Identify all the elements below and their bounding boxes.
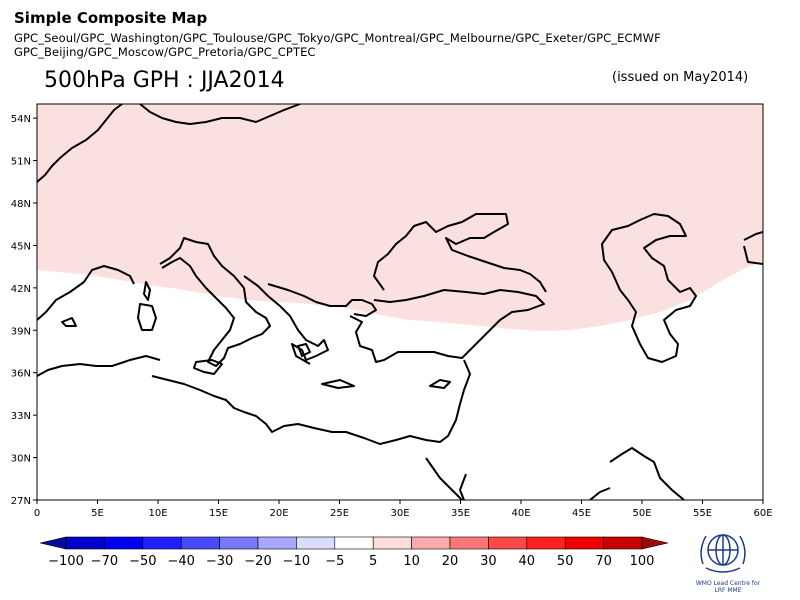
colorbar-label: 50 (557, 554, 574, 569)
logo-caption-line-2: LRF MME (714, 587, 742, 594)
colorbar-swatch (564, 536, 604, 550)
colorbar-swatch (142, 536, 182, 550)
map-subtitle: 500hPa GPH : JJA2014 (44, 68, 285, 93)
colorbar-label: −10 (283, 554, 310, 569)
colorbar-label: −40 (167, 554, 194, 569)
colorbar-label: 40 (519, 554, 536, 569)
map-title: Simple Composite Map (14, 9, 208, 27)
colorbar-label: −50 (129, 554, 156, 569)
lat-tick-label: 51N (11, 157, 31, 168)
lon-tick-label: 60E (753, 508, 772, 519)
colorbar-label: −70 (91, 554, 118, 569)
lat-tick-label: 54N (11, 114, 31, 125)
colorbar-swatch (65, 536, 105, 550)
colorbar-swatch (296, 536, 336, 550)
colorbar-arrow-right (641, 536, 669, 550)
colorbar-label: 100 (630, 554, 655, 569)
colorbar-swatch (180, 536, 220, 550)
lat-tick-label: 48N (11, 199, 31, 210)
model-list-line-2: GPC_Beijing/GPC_Moscow/GPC_Pretoria/GPC_… (14, 45, 316, 59)
issued-date: (issued on May2014) (612, 70, 749, 85)
colorbar-swatch (219, 536, 259, 550)
colorbar-label: 70 (595, 554, 612, 569)
colorbar-label: 20 (442, 554, 459, 569)
logo-caption-line-1: WMO Lead Centre for (695, 580, 761, 587)
lon-tick-label: 10E (148, 508, 167, 519)
wmo-emblem-icon (700, 534, 746, 573)
colorbar-swatch (411, 536, 451, 550)
colorbar-label: 5 (369, 554, 377, 569)
colorbar-label: −20 (244, 554, 271, 569)
lat-tick-label: 45N (11, 241, 31, 252)
colorbar-swatch (334, 536, 374, 550)
colorbar-arrow-left (39, 536, 67, 550)
colorbar-swatch (488, 536, 528, 550)
lon-tick-label: 30E (390, 508, 409, 519)
colorbar-swatch (104, 536, 144, 550)
wmo-logo: WMO Lead Centre for LRF MME (688, 524, 760, 600)
colorbar-swatch (603, 536, 643, 550)
colorbar-swatch (257, 536, 297, 550)
colorbar-swatch (372, 536, 412, 550)
colorbar-label: −5 (325, 554, 344, 569)
lon-tick-label: 20E (269, 508, 288, 519)
lon-tick-label: 15E (209, 508, 228, 519)
lon-tick-label: 45E (572, 508, 591, 519)
lon-tick-label: 0 (34, 508, 40, 519)
lat-tick-label: 33N (11, 411, 31, 422)
lon-tick-label: 50E (632, 508, 651, 519)
lon-tick-label: 5E (91, 508, 104, 519)
lat-tick-label: 39N (11, 326, 31, 337)
coastlines (37, 104, 763, 500)
lon-tick-label: 55E (693, 508, 712, 519)
colorbar-label: −100 (48, 554, 84, 569)
longitude-axis: 0 5E 10E 15E 20E 25E 30E 35E 40E 45E 50E 55E 60E (34, 500, 773, 519)
colorbar-label: −30 (206, 554, 233, 569)
colorbar-label: 30 (480, 554, 497, 569)
colorbar-swatch (526, 536, 566, 550)
colorbar-label: 10 (403, 554, 420, 569)
lat-tick-label: 27N (11, 496, 31, 507)
anomaly-region (37, 104, 763, 331)
lon-tick-label: 35E (451, 508, 470, 519)
lat-tick-label: 42N (11, 284, 31, 295)
model-list-line-1: GPC_Seoul/GPC_Washington/GPC_Toulouse/GP… (14, 31, 661, 45)
colorbar-swatch (449, 536, 489, 550)
lon-tick-label: 25E (330, 508, 349, 519)
lon-tick-label: 40E (511, 508, 530, 519)
lat-tick-label: 36N (11, 369, 31, 380)
latitude-axis: 54N 51N 48N 45N 42N 39N 36N 33N 30N 27N (11, 114, 37, 507)
lat-tick-label: 30N (11, 454, 31, 465)
